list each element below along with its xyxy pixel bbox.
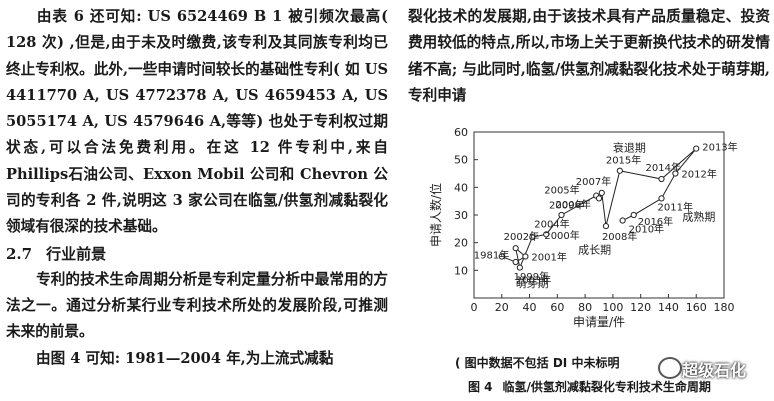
data-point [512,245,519,252]
phase-label: 成长期 [578,244,611,257]
x-tick-label: 0 [471,301,478,314]
point-year-label: 2001年 [531,251,566,264]
data-point [543,231,550,238]
y-tick-label: 50 [454,154,468,167]
data-point [598,189,605,196]
point-year-label: 2016年 [638,215,673,228]
phase-label: 成熟期 [682,210,715,224]
figure-caption: 图 4 临氢/供氢剂减黏裂化专利技术生命周期 [468,378,711,395]
x-tick-label: 140 [658,301,679,314]
x-tick-label: 20 [495,301,509,314]
x-tick-label: 160 [686,301,707,314]
point-year-label: 2000年 [544,229,579,242]
section-title: 行业前景 [46,244,107,263]
paragraph-lifecycle-method: 专利的技术生命周期分析是专利定量分析中最常用的方法之一。通过分析某行业专利技术所… [6,270,388,341]
point-year-label: 1999年 [514,270,549,283]
point-year-label: 2004年 [534,217,569,230]
point-year-label: 2014年 [646,161,681,174]
data-point [558,211,565,219]
data-point [595,195,603,202]
lifecycle-chart: 0 20 40 60 80 100 120 140 160 180 10 20 30 40 50 60 申请量/… [428,126,738,329]
point-year-label: 2005年 [544,184,579,197]
section-number: 2.7 [6,244,33,263]
data-point [602,222,610,230]
data-point [512,258,519,266]
x-tick-label: 120 [630,301,651,314]
x-tick-label: 180 [714,301,735,314]
paragraph-development-stage: 裂化技术的发展期,由于该技术具有产品质量稳定、投资费用较低的特点,所以,市场上关… [408,8,770,104]
point-year-label: 1981年 [474,249,509,262]
point-year-label: 2011年 [658,200,693,213]
chart-axes: 0 20 40 60 80 100 120 140 160 180 10 20 30 40 50 60 申请量/… [428,126,735,329]
y-tick-label: 10 [454,264,468,277]
data-point [693,145,700,152]
data-point [529,234,536,241]
point-year-label: 2009年 [549,198,584,211]
point-year-label: 2003年 [516,274,551,287]
right-column: 裂化技术的发展期,由于该技术具有产品质量稳定、投资费用较低的特点,所以,市场上关… [408,4,770,109]
y-tick-label: 20 [454,237,468,250]
y-tick-label: 60 [454,126,468,139]
wechat-icon [658,357,682,379]
x-tick-label: 60 [550,301,564,314]
data-point [619,217,626,224]
data-point [498,253,505,260]
y-tick-label: 30 [454,209,468,222]
left-column: 由表 6 还可知: US 6524469 B 1 被引频次最高( 128 次) … [6,4,388,372]
data-point [658,195,665,202]
data-point [658,175,665,183]
x-tick-label: 80 [578,301,592,314]
chart-series [498,145,700,271]
point-year-label: 2002年 [504,230,539,243]
x-tick-label: 100 [602,301,623,314]
data-point [630,211,637,219]
data-point [616,167,623,174]
data-point [672,170,679,177]
y-axis-label: 申请人数/位 [428,183,443,247]
data-point [522,253,529,260]
data-point [516,264,523,271]
section-heading: 2.7 行业前景 [6,241,388,267]
point-year-label: 2006年 [556,198,591,211]
point-year-label: 2012年 [681,168,716,181]
paragraph-figure-reference: 由图 4 可知: 1981—2004 年,为上流式减黏 [36,349,334,367]
figure-4: 0 20 40 60 80 100 120 140 160 180 10 20 30 40 50 60 申请量/… [408,118,770,401]
figure-title: 临氢/供氢剂减黏裂化专利技术生命周期 [502,380,711,394]
chart-phase-labels: 萌芽期 成长期 成熟期 衰退期 [516,140,716,290]
point-year-label: 2015年 [606,154,641,167]
figure-note: ( 图中数据不包括 DI 中未标明 [455,356,620,370]
phase-label: 萌芽期 [516,276,549,290]
point-year-label: 2007年 [576,175,611,188]
point-year-label: 2013年 [702,141,737,154]
y-tick-label: 40 [454,181,468,194]
point-year-label: 2010年 [629,223,664,236]
x-axis-label: 申请量/件 [573,315,625,329]
figure-number: 图 4 [468,380,493,394]
watermark-text: 超级石化 [682,361,747,380]
x-tick-label: 40 [523,301,537,314]
paragraph-patent-citations: 由表 6 还可知: US 6524469 B 1 被引频次最高( 128 次) … [6,8,388,236]
phase-label: 衰退期 [613,140,646,154]
point-year-label: 2008年 [602,230,637,243]
